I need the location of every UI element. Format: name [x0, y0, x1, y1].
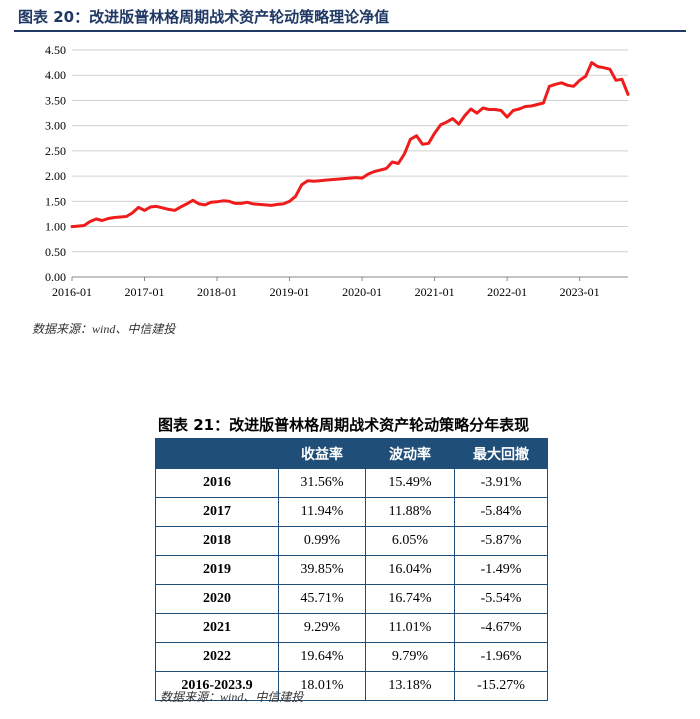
cell-year: 2019 [155, 555, 279, 585]
cell-return: 19.64% [278, 642, 366, 672]
cell-return: 0.99% [278, 526, 366, 556]
cell-return: 9.29% [278, 613, 366, 643]
cell-volatility: 9.79% [365, 642, 455, 672]
x-tick-label: 2019-01 [270, 285, 310, 298]
table-row: 2016-2023.9 18.01% 13.18% -15.27% [155, 671, 548, 701]
y-tick-label: 0.00 [45, 270, 66, 284]
table-header-row: 收益率 波动率 最大回撤 [155, 438, 548, 469]
cell-max-drawdown: -5.84% [454, 497, 548, 527]
cell-volatility: 16.74% [365, 584, 455, 614]
table-row: 2018 0.99% 6.05% -5.87% [155, 526, 548, 556]
x-tick-label: 2016-01 [52, 285, 92, 298]
figure-20-title: 图表 20：改进版普林格周期战术资产轮动策略理论净值 [18, 8, 390, 26]
series-line [70, 61, 630, 229]
y-tick-label: 0.50 [45, 245, 66, 259]
cell-max-drawdown: -5.87% [454, 526, 548, 556]
cell-year: 2016-2023.9 [155, 671, 279, 701]
table-row: 2017 11.94% 11.88% -5.84% [155, 497, 548, 527]
y-tick-label: 3.00 [45, 119, 66, 133]
net-value-line-chart: 0.00 0.50 1.00 1.50 2.00 2.50 3.00 3.50 4.00 4.50… [45, 43, 630, 298]
y-tick-label: 1.00 [45, 220, 66, 234]
x-tick-label: 2018-01 [197, 285, 237, 298]
x-tick-label: 2021-01 [415, 285, 455, 298]
cell-year: 2020 [155, 584, 279, 614]
cell-year: 2017 [155, 497, 279, 527]
cell-max-drawdown: -1.49% [454, 555, 548, 585]
cell-year: 2022 [155, 642, 279, 672]
y-tick-label: 3.50 [45, 93, 66, 107]
table-row: 2021 9.29% 11.01% -4.67% [155, 613, 548, 643]
table-header-max-drawdown: 最大回撤 [454, 438, 548, 469]
x-tick-label: 2020-01 [342, 285, 382, 298]
cell-return: 45.71% [278, 584, 366, 614]
cell-year: 2016 [155, 468, 279, 498]
y-tick-label: 1.50 [45, 194, 66, 208]
cell-return: 39.85% [278, 555, 366, 585]
y-tick-label: 2.50 [45, 144, 66, 158]
cell-volatility: 16.04% [365, 555, 455, 585]
table-row: 2016 31.56% 15.49% -3.91% [155, 468, 548, 498]
cell-max-drawdown: -5.54% [454, 584, 548, 614]
table-21-title: 图表 21：改进版普林格周期战术资产轮动策略分年表现 [158, 416, 530, 434]
cell-max-drawdown: -3.91% [454, 468, 548, 498]
x-tick-label: 2022-01 [487, 285, 527, 298]
table-header-volatility: 波动率 [365, 438, 455, 469]
cell-year: 2021 [155, 613, 279, 643]
performance-table: 收益率 波动率 最大回撤 2016 31.56% 15.49% -3.91% 2… [155, 438, 548, 701]
y-tick-label: 4.00 [45, 68, 66, 82]
cell-max-drawdown: -1.96% [454, 642, 548, 672]
x-tick-label: 2023-01 [560, 285, 600, 298]
figure-20-source: 数据来源：wind、中信建投 [32, 322, 176, 336]
cell-max-drawdown: -15.27% [454, 671, 548, 701]
cell-volatility: 13.18% [365, 671, 455, 701]
cell-return: 11.94% [278, 497, 366, 527]
cell-volatility: 11.01% [365, 613, 455, 643]
title-divider [14, 30, 686, 32]
x-tick-label: 2017-01 [125, 285, 165, 298]
cell-volatility: 11.88% [365, 497, 455, 527]
cell-year: 2018 [155, 526, 279, 556]
y-tick-label: 4.50 [45, 43, 66, 57]
y-tick-label: 2.00 [45, 169, 66, 183]
table-row: 2022 19.64% 9.79% -1.96% [155, 642, 548, 672]
cell-volatility: 6.05% [365, 526, 455, 556]
table-header-year [155, 438, 279, 469]
table-21-source: 数据来源：wind、中信建投 [160, 690, 304, 704]
cell-max-drawdown: -4.67% [454, 613, 548, 643]
table-header-return: 收益率 [278, 438, 366, 469]
table-row: 2019 39.85% 16.04% -1.49% [155, 555, 548, 585]
cell-volatility: 15.49% [365, 468, 455, 498]
table-row: 2020 45.71% 16.74% -5.54% [155, 584, 548, 614]
cell-return: 31.56% [278, 468, 366, 498]
